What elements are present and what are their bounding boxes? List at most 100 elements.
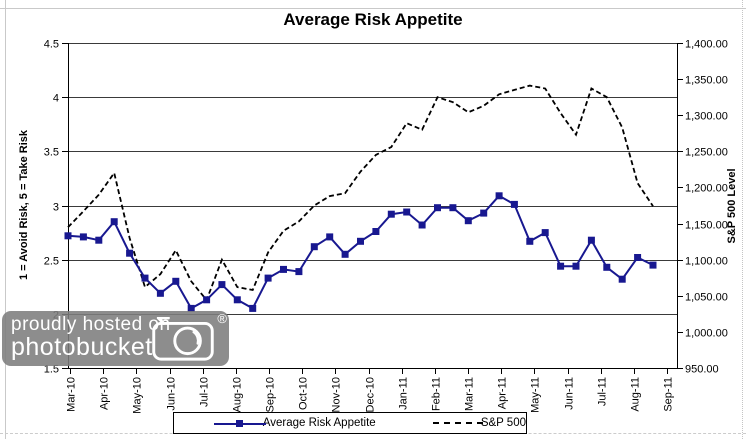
risk-appetite-marker [110, 218, 118, 226]
legend-label-sp500: S&P 500 [480, 417, 526, 429]
left-axis-tick-label: 4.5 [44, 39, 59, 51]
left-axis-tick-label: 3.5 [44, 147, 59, 159]
risk-appetite-marker [403, 208, 411, 216]
sp500-line [67, 84, 654, 302]
left-axis-tick-label: 3 [53, 202, 59, 214]
right-axis-tick-label: 1,350.00 [685, 75, 728, 87]
right-axis-tick-label: 1,100.00 [685, 256, 728, 268]
risk-appetite-line [67, 194, 654, 310]
x-axis-tick-label: Oct-10 [298, 377, 310, 410]
risk-appetite-marker [79, 233, 87, 241]
risk-appetite-marker [510, 200, 518, 208]
right-axis-tick-label: 1,200.00 [685, 183, 728, 195]
right-axis-tick-label: 1,300.00 [685, 111, 728, 123]
risk-appetite-marker [64, 232, 72, 240]
risk-appetite-marker [295, 268, 303, 276]
axis-titles: 1 = Avoid Risk, 5 = Take Risk S&P 500 Lev… [18, 129, 738, 280]
x-axis-tick-label: Apr-11 [497, 377, 509, 409]
risk-appetite-marker [418, 221, 426, 229]
x-axis-tick-label: Jul-10 [199, 377, 211, 407]
risk-appetite-marker [557, 262, 565, 270]
risk-appetite-marker [434, 204, 441, 212]
right-axis-tick-label: 1,250.00 [685, 147, 728, 159]
x-axis-tick-label: Sep-10 [265, 377, 277, 412]
registered-trademark-icon: ® [217, 311, 227, 326]
risk-appetite-marker [480, 209, 488, 217]
risk-appetite-marker [310, 243, 318, 251]
risk-appetite-marker [326, 233, 334, 241]
axis-ticks [62, 43, 683, 374]
x-axis-tick-label: Jun-11 [564, 377, 576, 410]
watermark-text: proudly hosted on photobucket [11, 315, 171, 361]
risk-appetite-marker [141, 274, 149, 282]
right-axis-tick-label: 1,000.00 [685, 328, 728, 340]
risk-appetite-marker [357, 237, 364, 245]
spreadsheet-gridline-right [742, 0, 743, 439]
risk-appetite-marker [156, 289, 164, 297]
risk-appetite-marker [249, 304, 257, 312]
right-axis-tick-label: 1,400.00 [685, 39, 728, 51]
x-axis-tick-label: Aug-11 [630, 377, 642, 412]
risk-appetite-marker [495, 192, 503, 200]
risk-appetite-marker [203, 296, 211, 304]
risk-appetite-marker [618, 275, 626, 283]
risk-appetite-marker [187, 304, 195, 312]
x-axis-tick-label: Mar-10 [66, 377, 78, 412]
x-axis-tick-label: Mar-11 [464, 377, 476, 411]
risk-appetite-marker [233, 296, 241, 304]
x-axis-tick-label: Dec-10 [365, 377, 377, 412]
risk-appetite-marker [634, 254, 642, 261]
chart-title: Average Risk Appetite [283, 10, 463, 29]
legend-label-risk-appetite: Average Risk Appetite [262, 417, 376, 429]
risk-appetite-marker [572, 262, 580, 270]
risk-appetite-marker [541, 229, 549, 237]
risk-appetite-legend-swatch [214, 419, 266, 428]
x-axis-tick-label: May-11 [530, 377, 542, 413]
risk-appetite-legend-marker [236, 419, 243, 427]
risk-appetite-marker [449, 204, 457, 212]
right-axis-tick-label: 950.00 [685, 364, 719, 376]
risk-appetite-marker [649, 261, 657, 269]
watermark-line1: proudly hosted on [11, 314, 171, 335]
x-axis-tick-label: Aug-10 [232, 377, 244, 412]
risk-appetite-marker [587, 236, 595, 244]
left-axis-tick-label: 2.5 [44, 256, 59, 268]
left-axis-title: 1 = Avoid Risk, 5 = Take Risk [18, 129, 30, 280]
axis-tick-labels: 4.543.532.521.51,400.001,350.001,300.001… [44, 39, 728, 414]
x-axis-tick-label: Sep-11 [663, 377, 675, 412]
right-axis-tick-label: 1,050.00 [685, 292, 728, 304]
watermark-line2: photobucket [11, 333, 153, 362]
x-axis-tick-label: Apr-10 [99, 377, 111, 410]
x-axis-tick-label: Jan-11 [398, 377, 410, 410]
risk-appetite-marker [280, 265, 287, 273]
chart-legend: Average Risk Appetite S&P 500 [173, 412, 527, 434]
risk-appetite-marker [464, 217, 472, 225]
x-axis-tick-label: May-10 [132, 377, 144, 414]
sp500-legend-swatch [432, 419, 483, 428]
risk-appetite-marker [126, 249, 134, 257]
x-axis-tick-label: Jul-11 [597, 377, 609, 406]
x-axis-tick-label: Jun-10 [166, 377, 178, 411]
risk-appetite-marker [95, 236, 103, 244]
camera-icon [152, 317, 214, 361]
risk-appetite-marker [603, 263, 611, 271]
x-axis-tick-label: Nov-10 [331, 377, 343, 412]
right-axis-title: S&P 500 Level [726, 168, 738, 243]
spreadsheet-gridline-left [5, 0, 6, 439]
spreadsheet-gridline-top [0, 8, 746, 9]
risk-appetite-markers [64, 192, 657, 312]
left-axis-tick-label: 1.5 [44, 364, 59, 376]
left-axis-tick-label: 4 [53, 93, 59, 105]
x-axis-tick-label: Feb-11 [431, 377, 443, 411]
right-axis-tick-label: 1,150.00 [685, 220, 728, 232]
photobucket-watermark: proudly hosted on photobucket ® [2, 311, 229, 366]
risk-appetite-marker [387, 210, 395, 218]
sp500-legend-line [432, 421, 483, 424]
risk-appetite-marker [172, 277, 180, 285]
risk-appetite-marker [264, 274, 272, 282]
risk-appetite-marker [526, 237, 534, 245]
risk-appetite-marker [218, 281, 226, 289]
risk-appetite-marker [372, 228, 380, 235]
